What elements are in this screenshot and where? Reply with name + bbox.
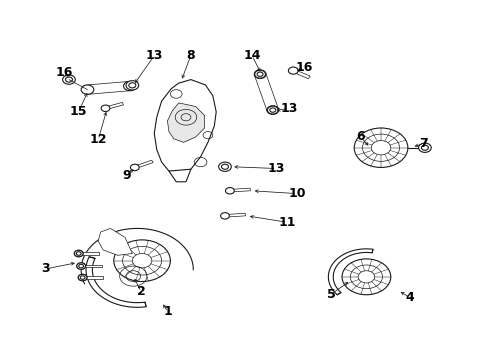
Text: 15: 15 (70, 105, 87, 118)
Polygon shape (79, 252, 99, 255)
Polygon shape (86, 257, 146, 307)
Circle shape (254, 70, 265, 78)
Text: 16: 16 (295, 61, 312, 74)
Text: 8: 8 (186, 49, 195, 62)
Text: 11: 11 (278, 216, 296, 229)
Text: 10: 10 (288, 187, 305, 200)
Circle shape (78, 274, 87, 281)
Circle shape (77, 263, 85, 269)
Text: 13: 13 (145, 49, 163, 62)
Polygon shape (154, 80, 216, 175)
Text: 2: 2 (137, 285, 145, 298)
Polygon shape (134, 160, 153, 168)
Text: 14: 14 (243, 49, 260, 62)
Circle shape (62, 75, 75, 84)
Text: 9: 9 (122, 169, 131, 182)
Circle shape (74, 250, 83, 257)
Polygon shape (167, 103, 204, 142)
Text: 3: 3 (41, 262, 50, 275)
Circle shape (267, 106, 278, 114)
Circle shape (101, 105, 110, 112)
Text: 13: 13 (267, 162, 285, 175)
Circle shape (123, 81, 136, 91)
Circle shape (81, 85, 94, 94)
Text: 12: 12 (89, 133, 107, 146)
Circle shape (78, 274, 87, 281)
Text: 4: 4 (405, 291, 414, 304)
Circle shape (418, 143, 430, 152)
Circle shape (266, 106, 278, 114)
Circle shape (225, 188, 234, 194)
Circle shape (77, 263, 85, 269)
Polygon shape (168, 169, 190, 182)
Circle shape (74, 250, 83, 257)
Circle shape (254, 70, 265, 78)
Text: 6: 6 (356, 130, 364, 144)
Text: 7: 7 (419, 137, 427, 150)
Polygon shape (254, 73, 278, 111)
Polygon shape (82, 276, 103, 279)
Circle shape (130, 164, 139, 171)
Polygon shape (98, 228, 132, 255)
Circle shape (126, 81, 139, 90)
Polygon shape (86, 81, 130, 94)
Text: 16: 16 (55, 66, 73, 79)
Circle shape (220, 213, 229, 219)
Polygon shape (81, 265, 102, 267)
Polygon shape (292, 69, 310, 79)
Polygon shape (224, 213, 245, 217)
Circle shape (218, 162, 231, 171)
Text: 5: 5 (326, 288, 335, 301)
Text: 13: 13 (280, 102, 298, 115)
Polygon shape (229, 188, 250, 192)
Polygon shape (105, 102, 123, 109)
Text: 1: 1 (163, 306, 172, 319)
Circle shape (288, 67, 298, 74)
Polygon shape (328, 249, 372, 295)
